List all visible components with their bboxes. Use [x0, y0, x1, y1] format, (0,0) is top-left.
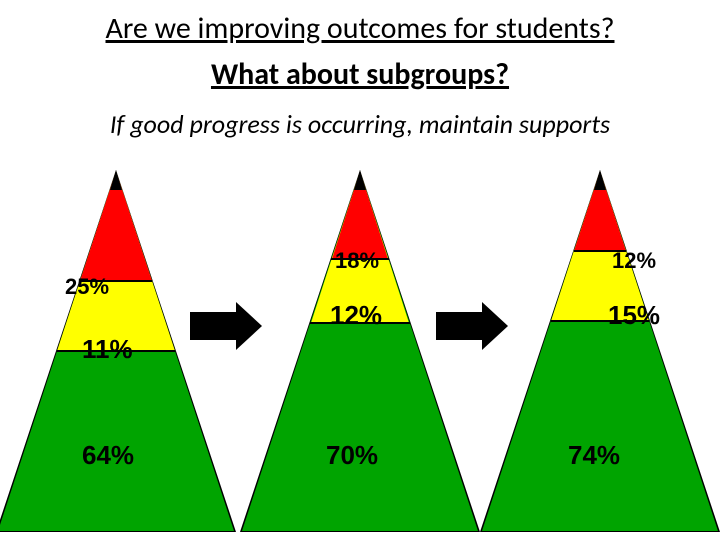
slide: Are we improving outcomes for students? … [0, 0, 720, 540]
pct-label: 64% [82, 440, 134, 471]
arrow-1 [190, 302, 262, 350]
pyramid-3 [477, 170, 720, 530]
pct-label: 70% [326, 440, 378, 471]
pct-label: 12% [612, 248, 656, 274]
arrow-head-icon [482, 302, 508, 350]
pct-label: 25% [65, 274, 109, 300]
arrow-2 [436, 302, 508, 350]
pct-label: 15% [608, 300, 660, 331]
pct-label: 11% [82, 334, 133, 365]
arrow-shaft [436, 312, 482, 340]
arrow-head-icon [236, 302, 262, 350]
subtitle: If good progress is occurring, maintain … [0, 108, 720, 140]
pct-label: 12% [330, 300, 382, 331]
pyramid-2 [237, 170, 483, 530]
pct-label: 18% [335, 248, 379, 274]
title-line-1: Are we improving outcomes for students? [0, 10, 720, 47]
pct-label: 74% [568, 440, 620, 471]
arrow-shaft [190, 312, 236, 340]
title-line-2: What about subgroups? [0, 56, 720, 93]
